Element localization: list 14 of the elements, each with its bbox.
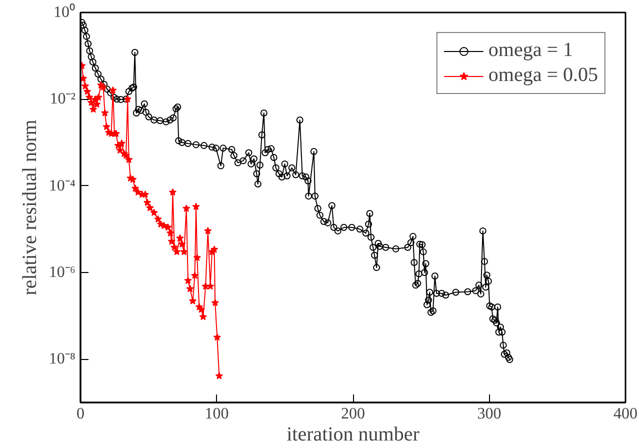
- x-tick-label: 0: [76, 406, 84, 422]
- legend-label: omega = 0.05: [488, 64, 598, 87]
- y-tick-label: 10⁻²: [50, 90, 76, 108]
- legend-label: omega = 1: [488, 39, 573, 62]
- y-tick-label: 10⁻⁴: [48, 177, 76, 194]
- y-tick-label: 10⁰: [54, 3, 76, 21]
- y-axis-title: relative residual norm: [18, 119, 41, 296]
- y-tick-label: 10⁻⁸: [48, 350, 76, 368]
- x-tick-label: 400: [614, 406, 638, 422]
- y-tick-label: 10⁻⁶: [48, 264, 76, 281]
- x-tick-label: 200: [341, 406, 365, 422]
- x-tick-label: 100: [204, 406, 229, 422]
- x-axis-title: iteration number: [286, 424, 420, 446]
- x-tick-label: 300: [477, 406, 502, 422]
